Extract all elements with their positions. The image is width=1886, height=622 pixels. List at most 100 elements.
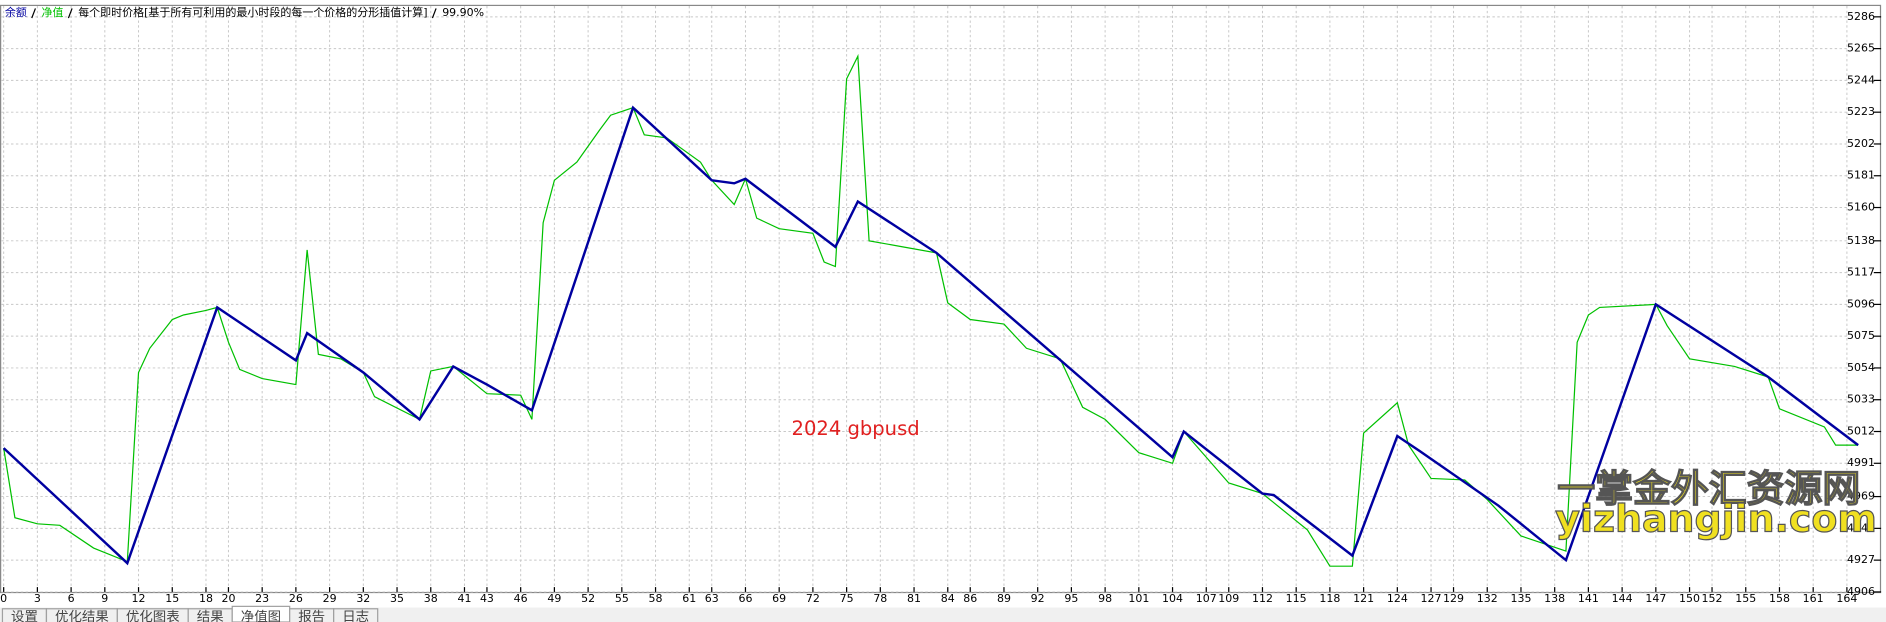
- balance-line: [2, 105, 1859, 566]
- watermark: 一掌金外汇资源网: [1557, 467, 1860, 511]
- x-tick-label: 144: [1612, 592, 1633, 605]
- y-tick-label: 5054: [1847, 361, 1875, 374]
- y-tick-label: 4948: [1847, 521, 1875, 534]
- x-tick-label: 89: [997, 592, 1011, 605]
- y-tick-label: 5117: [1847, 266, 1875, 279]
- x-tick-label: 32: [356, 592, 370, 605]
- x-tick-label: 75: [840, 592, 854, 605]
- x-tick-label: 127: [1421, 592, 1442, 605]
- x-tick-label: 132: [1477, 592, 1498, 605]
- header-item: 每个即时价格[基于所有可利用的最小时段的每一个价格的分形插值计算]: [78, 5, 427, 19]
- x-tick-label: 38: [424, 592, 438, 605]
- equity-line: [3, 53, 1859, 567]
- x-tick-label: 112: [1252, 592, 1273, 605]
- x-tick-label: 121: [1353, 592, 1374, 605]
- x-tick-label: 46: [514, 592, 528, 605]
- x-tick-label: 164: [1836, 592, 1857, 605]
- tab-label[interactable]: 优化结果: [55, 609, 109, 622]
- x-tick-label: 26: [289, 592, 303, 605]
- x-tick-label: 35: [390, 592, 404, 605]
- x-tick-label: 49: [547, 592, 561, 605]
- y-tick-label: 5223: [1847, 105, 1875, 118]
- plot-frame: [0, 4, 1882, 594]
- y-tick-label: 5033: [1847, 393, 1875, 406]
- y-tick-label: 4991: [1847, 456, 1875, 469]
- x-tick-label: 23: [255, 592, 269, 605]
- annotation: 2024 gbpusd: [792, 417, 920, 440]
- y-tick-label: 5265: [1847, 42, 1875, 55]
- x-tick-label: 69: [772, 592, 786, 605]
- x-tick-label: 18: [199, 592, 213, 605]
- y-tick-label: 5181: [1847, 169, 1875, 182]
- header-item: 99.90%: [442, 6, 484, 19]
- y-tick-label: 5138: [1847, 234, 1875, 247]
- x-tick-label: 147: [1645, 592, 1666, 605]
- x-tick-label: 129: [1443, 592, 1464, 605]
- x-tick-label: 109: [1218, 592, 1239, 605]
- grid: [1, 6, 1882, 593]
- x-tick-label: 152: [1702, 592, 1723, 605]
- x-tick-label: 6: [68, 592, 75, 605]
- x-tick-label: 150: [1679, 592, 1700, 605]
- x-tick-label: 158: [1769, 592, 1790, 605]
- x-tick-label: 29: [323, 592, 337, 605]
- lines: [2, 53, 1859, 567]
- x-tick-label: 81: [907, 592, 921, 605]
- header: 余额 净值 每个即时价格[基于所有可利用的最小时段的每一个价格的分形插值计算] 99.…: [5, 5, 484, 19]
- tab-label[interactable]: 净值图: [241, 609, 281, 622]
- separator: [67, 8, 73, 19]
- y-tick-label: 5244: [1847, 73, 1875, 86]
- x-tick-label: 141: [1578, 592, 1599, 605]
- x-tick-label: 41: [457, 592, 471, 605]
- watermark: yizhangjin.com: [1555, 497, 1877, 541]
- x-tick-label: 66: [738, 592, 752, 605]
- x-tick-label: 115: [1286, 592, 1307, 605]
- tab-label[interactable]: 报告: [298, 609, 325, 622]
- x-tick-label: 20: [221, 592, 235, 605]
- tab-bar: [0, 607, 1886, 622]
- tab-label[interactable]: 设置: [11, 609, 38, 622]
- x-tick-label: 58: [649, 592, 663, 605]
- x-tick-label: 78: [873, 592, 887, 605]
- x-tick-label: 98: [1098, 592, 1112, 605]
- x-tick-label: 63: [705, 592, 719, 605]
- x-tick-label: 55: [615, 592, 629, 605]
- y-tick-label: 5075: [1847, 329, 1875, 342]
- x-tick-label: 84: [941, 592, 955, 605]
- x-tick-label: 104: [1162, 592, 1183, 605]
- y-tick-label: 4969: [1847, 490, 1875, 503]
- x-tick-label: 0: [0, 592, 7, 605]
- header-item: 净值: [42, 5, 64, 19]
- x-tick-label: 92: [1031, 592, 1045, 605]
- x-tick-label: 107: [1196, 592, 1217, 605]
- separator: [431, 8, 437, 19]
- x-tick-label: 12: [132, 592, 146, 605]
- tab[interactable]: [333, 608, 379, 622]
- x-tick-label: 124: [1387, 592, 1408, 605]
- header-item: 余额: [5, 5, 27, 19]
- x-tick-label: 118: [1319, 592, 1340, 605]
- y-tick-label: 4906: [1847, 585, 1875, 598]
- x-tick-label: 15: [165, 592, 179, 605]
- y-tick-label: 5202: [1847, 137, 1875, 150]
- y-tick-label: 5286: [1847, 10, 1875, 23]
- tab-label[interactable]: 优化图表: [126, 609, 180, 622]
- x-tick-label: 135: [1510, 592, 1531, 605]
- x-tick-label: 161: [1803, 592, 1824, 605]
- x-tick-label: 138: [1544, 592, 1565, 605]
- y-tick-label: 5012: [1847, 425, 1875, 438]
- x-tick-label: 86: [963, 592, 977, 605]
- x-tick-label: 95: [1064, 592, 1078, 605]
- x-tick-label: 61: [682, 592, 696, 605]
- y-tick-label: 4927: [1847, 553, 1875, 566]
- y-tick-label: 5160: [1847, 201, 1875, 214]
- x-tick-label: 3: [34, 592, 41, 605]
- x-tick-label: 101: [1128, 592, 1149, 605]
- x-tick-label: 43: [480, 592, 494, 605]
- x-tick-label: 155: [1735, 592, 1756, 605]
- x-tick-label: 72: [806, 592, 820, 605]
- x-tick-label: 9: [101, 592, 108, 605]
- tab-label[interactable]: 结果: [197, 609, 224, 622]
- tab-label[interactable]: 日志: [342, 609, 369, 622]
